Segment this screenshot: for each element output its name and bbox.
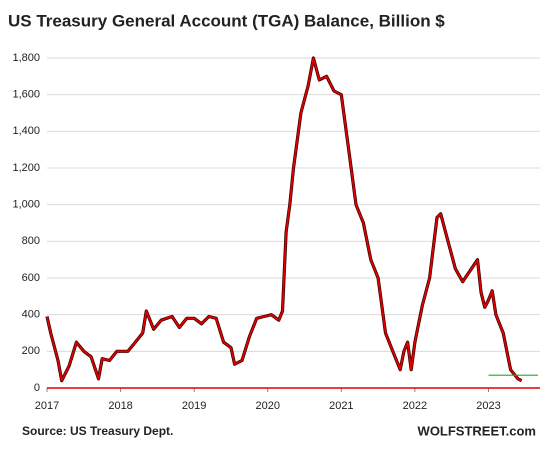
y-tick-label: 400 [22,309,40,321]
x-tick-label: 2021 [329,400,353,412]
x-tick-label: 2017 [35,400,59,412]
series-line-shadow [45,56,523,383]
x-tick-label: 2023 [476,400,500,412]
chart-title: US Treasury General Account (TGA) Balanc… [8,11,445,30]
x-tick-label: 2020 [256,400,280,412]
y-tick-label: 800 [22,235,40,247]
source: Source: US Treasury Dept. [22,424,173,438]
y-tick-label: 1,200 [12,162,40,174]
x-tick-label: 2022 [403,400,427,412]
y-tick-label: 1,400 [12,125,40,137]
y-tick-label: 1,000 [12,199,40,211]
y-tick-label: 600 [22,272,40,284]
watermark: WOLFSTREET.com [418,423,536,438]
x-tick-label: 2018 [108,400,132,412]
y-tick-label: 1,800 [12,52,40,64]
y-tick-label: 1,600 [12,89,40,101]
x-tick-label: 2019 [182,400,206,412]
series-line [46,57,523,382]
y-tick-label: 200 [22,345,40,357]
y-tick-label: 0 [34,382,40,394]
